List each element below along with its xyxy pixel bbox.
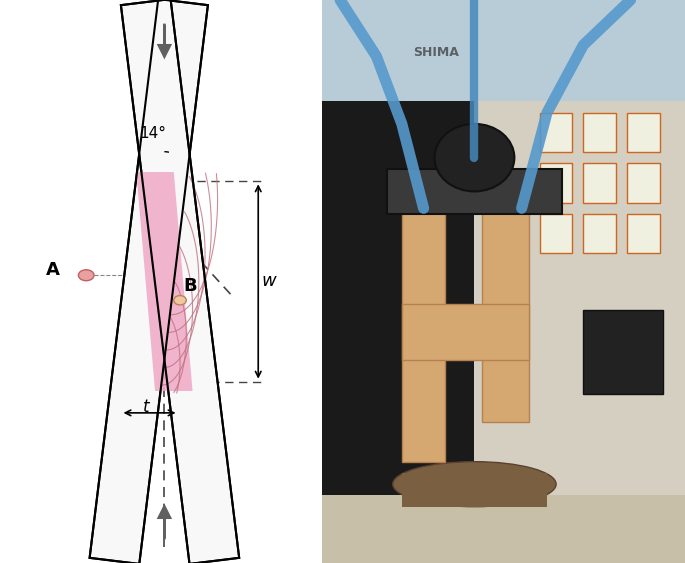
Bar: [584, 163, 616, 203]
Polygon shape: [90, 0, 208, 563]
Bar: [584, 310, 663, 394]
Bar: [475, 101, 685, 563]
Bar: [402, 473, 547, 507]
Text: B: B: [183, 277, 197, 295]
Bar: [627, 214, 660, 253]
Bar: [540, 113, 573, 152]
Bar: [322, 0, 475, 563]
Ellipse shape: [174, 296, 186, 305]
Bar: [322, 0, 685, 101]
Ellipse shape: [434, 124, 514, 191]
Bar: [627, 113, 660, 152]
Bar: [387, 169, 562, 214]
Text: t: t: [142, 397, 149, 415]
FancyArrow shape: [159, 25, 170, 56]
Text: w: w: [262, 272, 276, 291]
Bar: [482, 169, 529, 422]
Bar: [627, 163, 660, 203]
Bar: [584, 113, 616, 152]
Text: 14°: 14°: [139, 126, 166, 141]
Text: A: A: [45, 261, 60, 279]
Bar: [322, 495, 685, 563]
Ellipse shape: [78, 270, 94, 281]
Bar: [402, 208, 445, 462]
Bar: [540, 163, 573, 203]
Bar: [540, 214, 573, 253]
Ellipse shape: [393, 462, 556, 507]
Bar: [584, 214, 616, 253]
FancyArrow shape: [159, 507, 170, 538]
Text: SHIMA: SHIMA: [412, 46, 458, 59]
Polygon shape: [121, 0, 239, 563]
Polygon shape: [136, 172, 192, 391]
Bar: [402, 304, 529, 360]
